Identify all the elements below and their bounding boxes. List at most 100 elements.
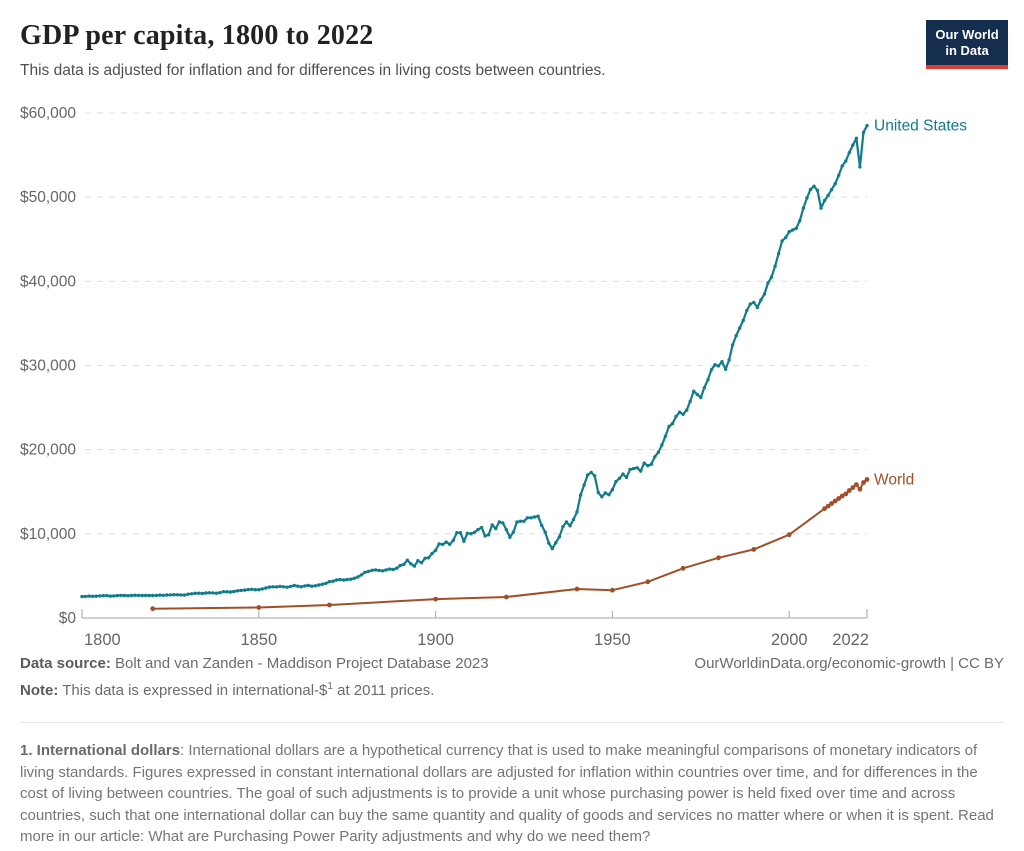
series-point-united-states xyxy=(501,521,505,525)
series-point-united-states xyxy=(766,281,770,285)
series-point-world xyxy=(574,586,580,592)
owid-logo: Our World in Data xyxy=(926,20,1008,69)
series-point-united-states xyxy=(858,165,862,169)
series-point-united-states xyxy=(175,593,180,597)
series-point-united-states xyxy=(274,585,279,589)
series-point-united-states xyxy=(837,173,841,177)
series-point-united-states xyxy=(334,578,339,582)
series-point-united-states xyxy=(363,570,367,574)
series-point-united-states xyxy=(600,495,604,499)
series-point-united-states xyxy=(221,590,226,594)
footnote-divider xyxy=(20,722,1004,723)
series-point-united-states xyxy=(663,434,668,438)
series-point-united-states xyxy=(373,568,378,572)
series-point-united-states xyxy=(342,578,346,582)
series-point-united-states xyxy=(260,587,264,591)
y-tick-label: $10,000 xyxy=(20,526,76,543)
series-point-united-states xyxy=(444,540,448,544)
series-point-united-states xyxy=(193,591,197,595)
series-point-world xyxy=(716,555,721,561)
series-point-world xyxy=(836,496,842,501)
series-point-united-states xyxy=(589,470,593,475)
chart-subtitle: This data is adjusted for inflation and … xyxy=(20,62,606,79)
data-source-text: Bolt and van Zanden - Maddison Project D… xyxy=(115,655,489,672)
series-point-united-states xyxy=(525,516,530,520)
series-point-world xyxy=(850,485,856,490)
series-point-united-states xyxy=(798,219,802,223)
owid-url-link[interactable]: OurWorldinData.org/economic-growth | CC … xyxy=(694,655,1004,672)
series-point-united-states xyxy=(136,593,141,598)
series-point-united-states xyxy=(214,591,219,595)
series-point-united-states xyxy=(826,193,830,198)
series-point-united-states xyxy=(225,590,229,594)
series-point-united-states xyxy=(98,594,102,598)
series-point-united-states xyxy=(133,593,137,597)
series-point-world xyxy=(854,482,859,487)
series-point-united-states xyxy=(416,559,420,563)
series-point-united-states xyxy=(455,531,459,535)
series-point-united-states xyxy=(143,593,148,598)
series-point-united-states xyxy=(147,593,151,598)
series-point-united-states xyxy=(596,490,600,495)
series-point-united-states xyxy=(483,534,487,538)
series-point-united-states xyxy=(253,588,257,592)
series-point-world xyxy=(864,477,870,482)
series-point-united-states xyxy=(366,569,371,574)
series-point-united-states xyxy=(603,491,607,495)
y-tick-label: $40,000 xyxy=(20,273,76,290)
series-point-united-states xyxy=(614,479,618,484)
series-point-united-states xyxy=(292,583,296,588)
series-point-united-states xyxy=(140,593,144,598)
series-point-united-states xyxy=(211,591,215,595)
series-point-united-states xyxy=(532,515,537,519)
series-point-united-states xyxy=(631,466,636,471)
series-point-united-states xyxy=(720,360,724,364)
series-point-united-states xyxy=(716,364,721,368)
series-point-united-states xyxy=(264,586,268,590)
series-point-united-states xyxy=(172,593,176,597)
series-point-united-states xyxy=(151,593,155,598)
series-point-united-states xyxy=(267,585,272,589)
y-tick-label: $20,000 xyxy=(20,442,76,459)
series-point-united-states xyxy=(776,251,781,256)
series-point-united-states xyxy=(812,184,816,188)
series-point-united-states xyxy=(554,541,558,545)
series-point-united-states xyxy=(486,533,491,537)
series-point-world xyxy=(503,594,509,600)
series-point-united-states xyxy=(490,523,494,527)
series-point-world xyxy=(829,501,834,506)
series-point-united-states xyxy=(822,198,827,203)
series-point-united-states xyxy=(808,187,813,192)
x-tick-label: 1950 xyxy=(594,631,631,649)
series-point-united-states xyxy=(660,443,664,447)
series-point-united-states xyxy=(472,530,477,534)
series-point-united-states xyxy=(564,520,569,524)
y-tick-label: $0 xyxy=(59,610,77,627)
series-point-united-states xyxy=(624,475,629,480)
series-point-united-states xyxy=(189,592,194,596)
series-point-united-states xyxy=(610,488,615,492)
series-point-united-states xyxy=(769,275,774,279)
series-point-united-states xyxy=(656,450,661,454)
series-point-united-states xyxy=(504,527,508,532)
x-tick-label: 1900 xyxy=(417,631,454,649)
series-point-united-states xyxy=(575,510,579,514)
series-point-world xyxy=(846,488,852,493)
series-point-united-states xyxy=(377,568,381,573)
series-point-united-states xyxy=(730,343,735,347)
series-point-united-states xyxy=(158,593,162,597)
series-point-united-states xyxy=(387,567,392,571)
series-point-united-states xyxy=(437,542,441,546)
chart-footer: Data source: Bolt and van Zanden - Maddi… xyxy=(20,655,1004,699)
note-label: Note: xyxy=(20,682,59,699)
series-point-united-states xyxy=(518,519,523,523)
series-point-united-states xyxy=(578,493,583,497)
series-point-united-states xyxy=(186,592,190,596)
series-point-united-states xyxy=(207,591,211,595)
series-point-united-states xyxy=(101,594,105,598)
series-point-united-states xyxy=(412,564,417,568)
series-point-united-states xyxy=(310,584,314,588)
series-point-united-states xyxy=(801,206,806,210)
series-point-united-states xyxy=(317,583,321,587)
